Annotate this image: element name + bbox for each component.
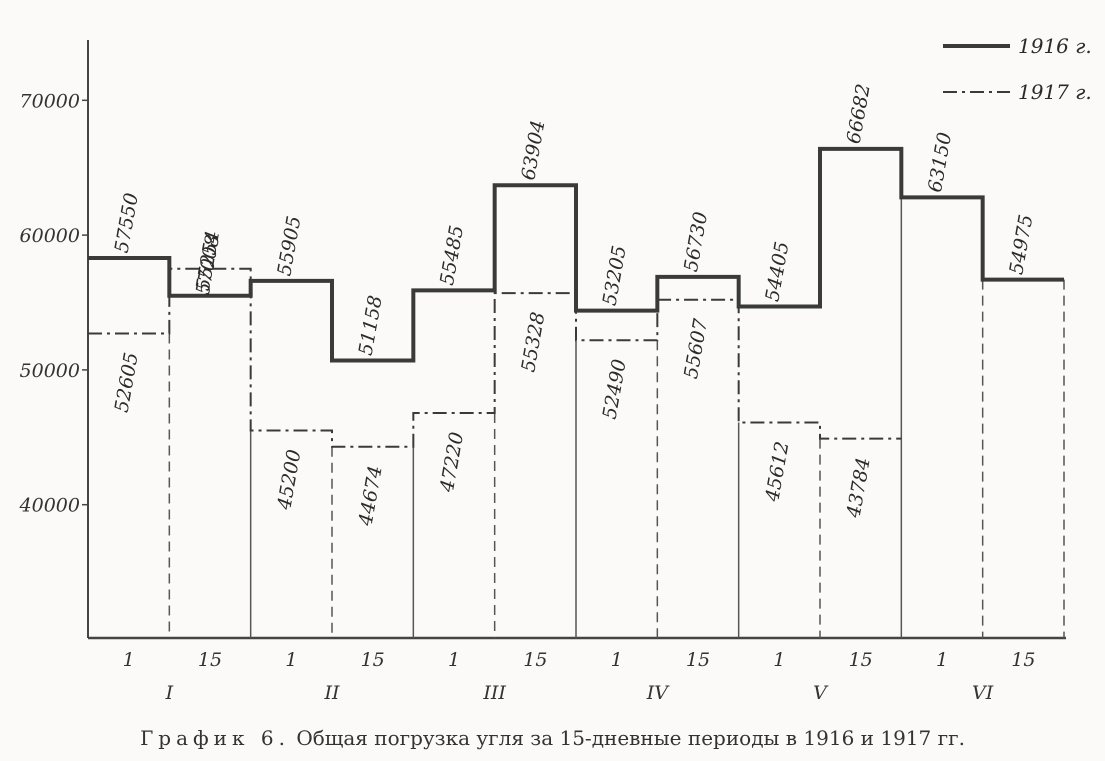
x-axis-ticks: 1 15 1 15 1 15 1 15 1 15 1 15I II III IV V VI: [123, 649, 1036, 704]
caption-lead: График 6.: [140, 726, 290, 750]
series-1916: [88, 146, 1064, 363]
series-1917-data-label: 47220: [436, 430, 468, 494]
month-label: VI: [972, 682, 994, 704]
y-tick-label: 60000: [20, 225, 80, 247]
month-label: V: [813, 682, 829, 704]
series-1916-data-label: 66682: [843, 82, 875, 145]
series-1917-data-label: 55328: [517, 310, 549, 373]
series-1917-data-label: 43784: [843, 456, 875, 520]
x-tick-label: 15: [523, 649, 547, 671]
series-1916-data-label: 55905: [273, 214, 305, 277]
y-tick-label: 70000: [20, 90, 80, 112]
series-1916-data-label: 55485: [436, 224, 468, 287]
x-tick-label: 15: [198, 649, 222, 671]
series-1917-data-label: 57008: [192, 233, 224, 296]
series-1916-data-label: 63150: [924, 131, 956, 194]
series-1916-line: [88, 146, 1064, 363]
series-1916-data-label: 51158: [355, 294, 387, 357]
y-tick-label: 50000: [20, 360, 80, 382]
x-tick-label: 1: [448, 649, 460, 671]
legend: 1916 г. 1917 г.: [943, 34, 1092, 104]
series-1916-data-label: 54405: [761, 240, 793, 303]
x-tick-label: 15: [686, 649, 710, 671]
series-1917-data-label: 45200: [273, 448, 305, 512]
series-1917-data-label: 52490: [599, 358, 631, 421]
series-1917-data-label: 55607: [680, 316, 712, 380]
y-axis-ticks: 40000 50000 60000 70000: [19, 90, 88, 517]
legend-label-1917: 1917 г.: [1018, 80, 1092, 104]
series-1917-data-label: 45612: [761, 440, 793, 504]
y-tick-label: 40000: [19, 495, 80, 517]
month-label: I: [165, 682, 174, 704]
caption-text: Общая погрузка угля за 15-дневные период…: [296, 726, 965, 750]
x-tick-label: 1: [285, 649, 297, 671]
period-dividers: [168, 148, 1065, 638]
x-tick-label: 15: [361, 649, 385, 671]
x-tick-label: 1: [123, 649, 135, 671]
x-tick-label: 15: [1011, 649, 1035, 671]
series-1916-data-label: 63904: [517, 119, 549, 182]
legend-label-1916: 1916 г.: [1018, 34, 1092, 58]
chart-caption: График 6. Общая погрузка угля за 15-днев…: [0, 726, 1105, 750]
series-1916-data-label: 53205: [599, 244, 631, 307]
x-tick-label: 1: [611, 649, 623, 671]
series-1917-data-label: 44674: [355, 464, 387, 528]
month-label: IV: [646, 682, 671, 704]
series-1916-data-label: 54975: [1005, 213, 1037, 276]
series-1916-data-label: 56730: [680, 210, 712, 273]
x-tick-label: 15: [849, 649, 873, 671]
x-tick-label: 1: [773, 649, 785, 671]
month-label: III: [482, 682, 506, 704]
x-tick-label: 1: [936, 649, 948, 671]
series-1916-data-label: 57550: [111, 191, 143, 254]
month-label: II: [323, 682, 340, 704]
series-1917-data-label: 52605: [111, 351, 143, 414]
